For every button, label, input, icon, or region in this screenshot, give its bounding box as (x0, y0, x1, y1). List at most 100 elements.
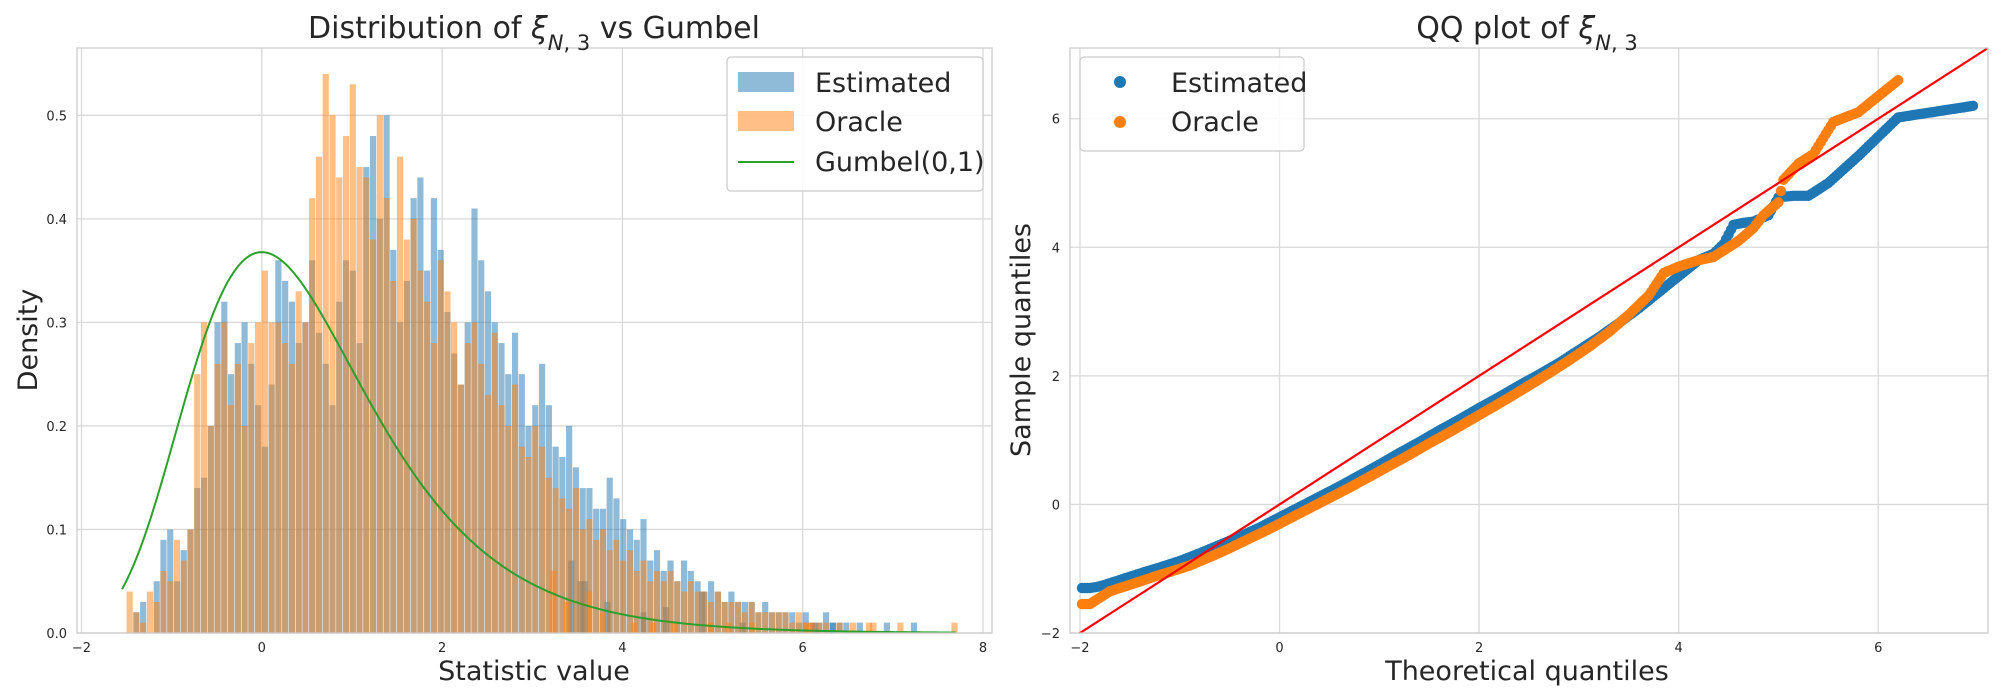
bar-oracle-69 (593, 539, 600, 633)
hist-xtick-0: −2 (72, 641, 91, 656)
bar-oracle-35 (363, 177, 370, 633)
bar-oracle-31 (336, 177, 343, 633)
bar-oracle-86 (708, 601, 715, 633)
hist-xtick-3: 4 (618, 641, 626, 656)
bar-oracle-26 (302, 322, 309, 633)
hist-ytick-4: 0.4 (46, 213, 67, 228)
qq-legend-box (1079, 56, 1305, 152)
qq-xtick-3: 4 (1675, 641, 1683, 656)
histogram-bars (126, 73, 958, 634)
qq-ytick-3: 4 (1052, 241, 1060, 256)
bar-oracle-1 (133, 612, 140, 633)
bar-oracle-9 (187, 529, 194, 633)
bar-oracle-82 (680, 591, 688, 633)
bar-oracle-19 (255, 322, 262, 633)
qq-point-oracle-280 (1775, 185, 1787, 197)
bar-oracle-55 (498, 405, 505, 633)
bar-oracle-11 (200, 322, 208, 633)
bar-oracle-61 (539, 446, 546, 633)
bar-oracle-95 (768, 612, 776, 633)
bar-oracle-tail-4 (631, 622, 638, 633)
bar-oracle-34 (356, 167, 363, 633)
hist-ytick-1: 0.1 (46, 523, 67, 538)
qq-points (1076, 74, 1979, 610)
bar-oracle-54 (491, 332, 498, 633)
bar-oracle-tail-0 (550, 570, 557, 633)
bar-oracle-97 (782, 612, 789, 633)
hist-ytick-3: 0.3 (46, 316, 67, 331)
bar-oracle-tail-1 (563, 601, 570, 633)
bar-oracle-tail-2 (586, 591, 593, 633)
bar-oracle-25 (295, 291, 302, 633)
bar-oracle-tail-3 (599, 612, 607, 633)
bar-oracle-41 (403, 239, 410, 633)
bar-oracle-84 (694, 591, 701, 633)
bar-oracle-17 (241, 425, 248, 633)
bar-estimated-106 (843, 622, 850, 633)
bar-oracle-28 (315, 156, 323, 634)
qq-xtick-2: 2 (1475, 641, 1483, 656)
bar-oracle-5 (160, 570, 167, 633)
bar-oracle-37 (376, 115, 383, 633)
bar-oracle-tail-10 (802, 622, 809, 633)
bar-oracle-6 (167, 581, 174, 633)
qq-point-oracle-327 (1893, 74, 1904, 86)
bar-oracle-7 (173, 539, 181, 633)
bar-oracle-56 (505, 425, 512, 633)
bar-oracle-49 (457, 384, 465, 633)
bar-oracle-107 (850, 622, 857, 633)
qq-xtick-4: 6 (1874, 641, 1882, 656)
bar-estimated-108 (856, 622, 863, 633)
bar-oracle-114 (897, 622, 904, 633)
hist-xtick-4: 6 (799, 641, 807, 656)
qq-ytick-4: 6 (1052, 113, 1060, 128)
qq-ytick-0: −2 (1041, 627, 1060, 642)
histogram-y-label: Density (13, 289, 44, 392)
bar-oracle-58 (518, 446, 525, 633)
qq-legend: Estimated Oracle (1079, 56, 1307, 152)
qq-y-label: Sample quantiles (1006, 223, 1037, 457)
bar-oracle-60 (532, 425, 539, 633)
bar-oracle-30 (329, 115, 336, 633)
bar-oracle-43 (417, 270, 424, 633)
bar-oracle-50 (464, 343, 471, 633)
bar-oracle-33 (349, 84, 356, 633)
bar-oracle-57 (511, 384, 519, 633)
histogram-legend: Estimated Oracle Gumbel(0,1) (726, 56, 985, 192)
bar-oracle-16 (234, 363, 241, 633)
bar-oracle-0 (126, 591, 133, 633)
histogram-x-ticks: −2 0 2 4 6 8 (72, 641, 987, 656)
bar-oracle-88 (721, 601, 728, 633)
bar-oracle-2 (140, 622, 147, 633)
bar-oracle-4 (153, 601, 160, 633)
hist-xtick-2: 2 (438, 641, 446, 656)
bar-oracle-32 (342, 136, 350, 633)
bar-oracle-83 (687, 581, 694, 633)
qq-x-label: Theoretical quantiles (1384, 656, 1669, 687)
histogram-y-ticks: 0.0 0.1 0.2 0.3 0.4 0.5 (46, 109, 67, 642)
bar-oracle-76 (640, 560, 647, 633)
bar-oracle-92 (748, 601, 755, 633)
bar-oracle-48 (451, 322, 458, 633)
bar-oracle-87 (714, 591, 721, 633)
bar-oracle-52 (478, 363, 485, 633)
qq-ytick-1: 0 (1052, 498, 1060, 513)
qq-legend-estimated-label: Estimated (1171, 68, 1307, 99)
bar-oracle-27 (309, 198, 316, 633)
histogram-x-label: Statistic value (438, 656, 630, 687)
bar-oracle-13 (214, 363, 221, 633)
bar-oracle-29 (322, 73, 329, 634)
bar-oracle-70 (599, 529, 607, 633)
bar-oracle-105 (836, 622, 843, 633)
bar-oracle-8 (180, 560, 187, 633)
legend-estimated-label: Estimated (815, 68, 951, 99)
bar-oracle-21 (268, 322, 275, 633)
bar-oracle-89 (728, 601, 735, 633)
bar-oracle-53 (484, 394, 492, 633)
legend-oracle-marker (1114, 116, 1126, 128)
bar-oracle-45 (430, 343, 437, 633)
bar-oracle-tail-13 (951, 622, 958, 633)
bar-oracle-40 (397, 156, 404, 634)
legend-gumbel-label: Gumbel(0,1) (815, 147, 985, 178)
